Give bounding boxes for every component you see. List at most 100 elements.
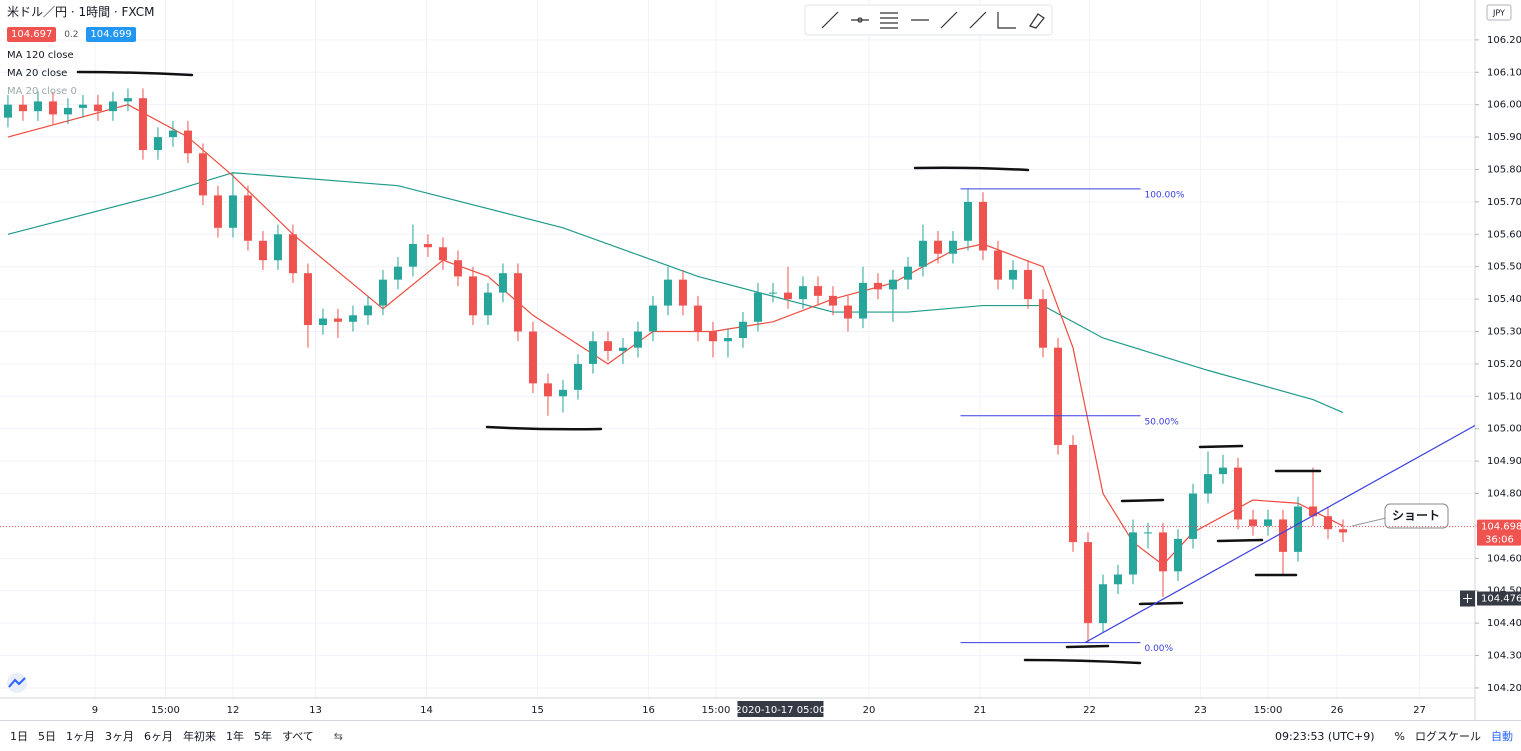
- logo: [7, 673, 27, 693]
- candle-body: [1323, 516, 1332, 530]
- candle-body: [438, 247, 447, 261]
- plus-icon: [1463, 594, 1472, 604]
- grid: [0, 0, 1475, 698]
- candle-body: [3, 104, 12, 118]
- range-button[interactable]: 1年: [226, 730, 244, 743]
- quote: 104.697 0.2 104.699: [7, 26, 155, 42]
- candle-body: [48, 101, 57, 115]
- compare-icon[interactable]: ⇆: [333, 729, 344, 743]
- candle-body: [753, 292, 762, 322]
- crosshair-label: 104.476: [1481, 594, 1521, 605]
- candle-body: [528, 331, 537, 384]
- x-tick-label: 21: [974, 705, 987, 716]
- candle-body: [1038, 299, 1047, 348]
- legend-item: MA 20 close: [7, 68, 68, 79]
- candle-body: [348, 315, 357, 322]
- candle-body: [768, 292, 777, 294]
- drawing-toolbar[interactable]: [804, 4, 1053, 36]
- range-button[interactable]: 5年: [254, 730, 272, 743]
- crosshair-x-label: 2020-10-17 05:00: [735, 705, 825, 716]
- x-tick-label: 9: [92, 705, 98, 716]
- candle-body: [93, 104, 102, 112]
- fib-label: 100.00%: [1144, 190, 1184, 200]
- candle-body: [1008, 269, 1017, 280]
- candle-body: [708, 331, 717, 342]
- candle-body: [573, 363, 582, 390]
- x-tick-label: 15: [531, 705, 544, 716]
- trendline: [1084, 424, 1476, 644]
- candle-body: [303, 273, 312, 326]
- candle-body: [153, 137, 162, 151]
- range-button[interactable]: 3ヶ月: [105, 730, 134, 743]
- candle-body: [78, 104, 87, 108]
- range-button[interactable]: 年初来: [183, 730, 216, 743]
- x-tick-label: 13: [309, 705, 322, 716]
- y-tick-label: 104.200: [1487, 683, 1521, 694]
- range-button[interactable]: すべて: [282, 730, 314, 743]
- candle-body: [918, 240, 927, 267]
- candle-body: [183, 130, 192, 154]
- log-toggle[interactable]: ログスケール: [1415, 730, 1481, 743]
- candle-body: [1173, 538, 1182, 572]
- y-tick-label: 105.400: [1487, 294, 1521, 305]
- candle-body: [1023, 269, 1032, 300]
- candle-body: [558, 389, 567, 397]
- candle-body: [678, 279, 687, 306]
- y-tick-label: 104.400: [1487, 618, 1521, 629]
- candle-body: [1248, 519, 1257, 526]
- candle-body: [1098, 584, 1107, 624]
- candle-body: [1068, 444, 1077, 543]
- candle-body: [603, 341, 612, 351]
- candle-body: [453, 260, 462, 277]
- candle-body: [798, 286, 807, 300]
- x-tick-label: 27: [1413, 705, 1426, 716]
- range-button[interactable]: 6ヶ月: [144, 730, 173, 743]
- y-tick-label: 106.000: [1487, 100, 1521, 111]
- fib-label: 50.00%: [1144, 417, 1179, 427]
- bid[interactable]: 104.697: [7, 27, 57, 42]
- candle-body: [903, 266, 912, 280]
- candle-body: [738, 321, 747, 338]
- candle-body: [1083, 542, 1092, 624]
- jpy-box: JPY: [1486, 4, 1512, 21]
- price-badge: [1477, 519, 1521, 546]
- candle-body: [1338, 529, 1347, 533]
- annotation: ショート: [1351, 503, 1449, 529]
- y-tick-label: 105.100: [1487, 391, 1521, 402]
- candle-body: [813, 286, 822, 296]
- y-tick-label: 104.600: [1487, 553, 1521, 564]
- candle-body: [408, 244, 417, 267]
- candle-body: [243, 195, 252, 241]
- candle-body: [318, 318, 327, 326]
- y-tick-label: 106.200: [1487, 35, 1521, 46]
- y-tick-label: 105.000: [1487, 424, 1521, 435]
- candle-body: [108, 101, 117, 112]
- y-tick-label: 105.800: [1487, 164, 1521, 175]
- chart: JPY ショート 104.200104.300104.400104.500104…: [0, 0, 1521, 720]
- x-tick-label: 22: [1083, 705, 1096, 716]
- percent-toggle[interactable]: %: [1394, 729, 1405, 743]
- candle-body: [33, 101, 42, 112]
- candle-body: [333, 318, 342, 322]
- candle-body: [483, 292, 492, 316]
- candle-body: [258, 240, 267, 261]
- range-button[interactable]: 1ヶ月: [66, 730, 95, 743]
- header: 米ドル／円 · 1時間 · FXCM 104.697 0.2 104.699: [7, 3, 155, 42]
- crosshair-x-badge: [737, 701, 824, 717]
- candle-body: [1158, 532, 1167, 572]
- candle-body: [378, 279, 387, 306]
- candle-body: [1113, 574, 1122, 585]
- candle-body: [1218, 467, 1227, 475]
- fib-label: 0.00%: [1144, 644, 1173, 654]
- y-tick-label: 104.800: [1487, 489, 1521, 500]
- candle-body: [1233, 467, 1242, 520]
- candle-body: [198, 153, 207, 196]
- candle-body: [888, 279, 897, 290]
- auto-toggle[interactable]: 自動: [1491, 730, 1513, 743]
- candle-body: [288, 234, 297, 274]
- range-button[interactable]: 5日: [38, 730, 56, 743]
- range-button[interactable]: 1日: [10, 730, 28, 743]
- y-tick-label: 104.500: [1487, 586, 1521, 597]
- bottom-bar: 1日 5日 1ヶ月 3ヶ月 6ヶ月 年初来 1年 5年 すべて ⇆ 09:23:53 (UTC+…: [0, 720, 1521, 751]
- ask[interactable]: 104.699: [86, 27, 136, 42]
